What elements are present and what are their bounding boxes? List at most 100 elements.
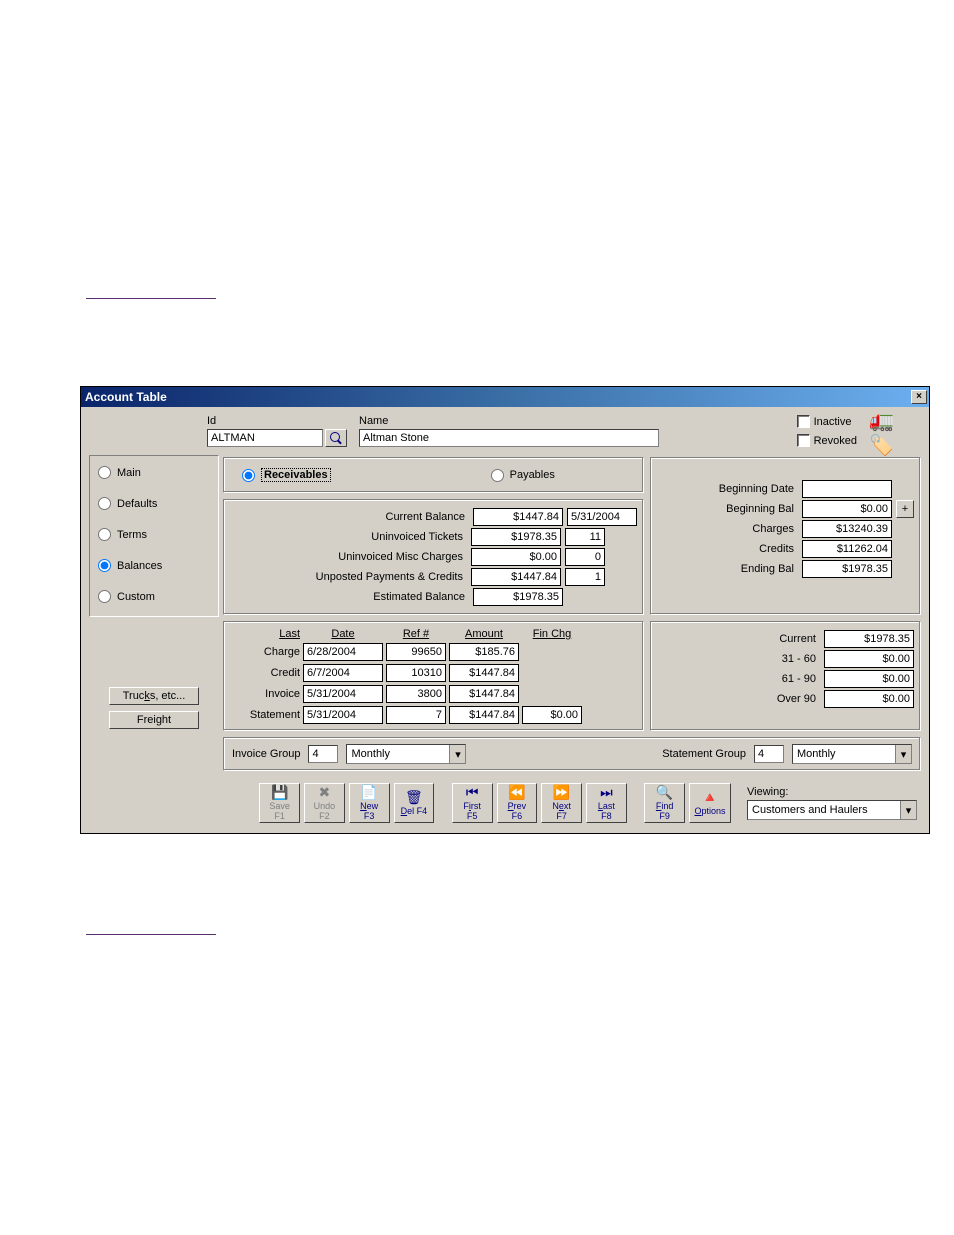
toolbar: 💾Save F1 ✖Undo F2 📄New F3 🗑Del F4 ⏮First… [85, 779, 925, 829]
estimated-label: Estimated Balance [373, 591, 469, 603]
tab-receivables[interactable]: Receivables [242, 468, 331, 482]
id-lookup-button[interactable] [325, 429, 347, 447]
chevron-down-icon: ▾ [895, 745, 911, 763]
uninvoiced-tickets-amount: $1978.35 [471, 528, 561, 546]
account-table-window: Account Table × Id Name [80, 386, 930, 834]
invoice-date: 5/31/2004 [303, 685, 383, 703]
invoice-group-num[interactable] [308, 745, 338, 763]
first-button[interactable]: ⏮First F5 [452, 783, 493, 823]
statement-row-label: Statement [230, 709, 300, 721]
viewing-group: Viewing: Customers and Haulers ▾ [747, 786, 917, 820]
trash-icon: 🗑 [405, 790, 423, 804]
credit-date: 6/7/2004 [303, 664, 383, 682]
next-icon: ⏩ [553, 785, 570, 799]
undo-icon: ✖ [319, 785, 331, 799]
balances-box: Current Balance $1447.84 5/31/2004 Uninv… [223, 499, 644, 615]
aging-box: Current $1978.35 31 - 60 $0.00 61 - 90 $… [650, 621, 921, 731]
last-box: Last Date Ref # Amount Fin Chg Charge 6/… [223, 621, 644, 731]
inactive-checkbox[interactable]: Inactive [797, 415, 857, 428]
viewing-label: Viewing: [747, 786, 917, 798]
main-grid: Main Defaults Terms Balances Custom Rece… [85, 455, 925, 773]
hdr-amount: Amount [449, 628, 519, 640]
charge-row-label: Charge [230, 646, 300, 658]
save-icon: 💾 [271, 785, 288, 799]
checkbox-icon [797, 434, 810, 447]
nav-custom[interactable]: Custom [98, 590, 210, 603]
trucks-button[interactable]: Trucks, etc... [109, 687, 199, 705]
beg-bal-value: $0.00 [802, 500, 892, 518]
current-balance-label: Current Balance [386, 511, 470, 523]
id-column: Id [207, 415, 347, 447]
options-button[interactable]: 🔺Options [689, 783, 731, 823]
name-label: Name [359, 415, 659, 427]
nav-balances[interactable]: Balances [98, 559, 210, 572]
viewing-select[interactable]: Customers and Haulers ▾ [747, 800, 917, 820]
close-button[interactable]: × [911, 390, 927, 404]
current-balance-date: 5/31/2004 [567, 508, 637, 526]
prev-icon: ⏪ [508, 785, 525, 799]
invoice-group-name: Monthly [347, 748, 449, 760]
titlebar: Account Table × [81, 387, 929, 407]
search-icon [329, 431, 343, 445]
beg-bal-label: Beginning Bal [726, 503, 798, 515]
statement-ref: 7 [386, 706, 446, 724]
beg-date-label: Beginning Date [719, 483, 798, 495]
statement-group-label: Statement Group [662, 748, 746, 760]
revoked-checkbox[interactable]: Revoked [797, 434, 857, 447]
beg-date-value [802, 480, 892, 498]
aging-over90-value: $0.00 [824, 690, 914, 708]
save-button[interactable]: 💾Save F1 [259, 783, 300, 823]
undo-button[interactable]: ✖Undo F2 [304, 783, 345, 823]
beg-bal-plus-button[interactable]: + [896, 500, 914, 518]
summary-box: Beginning Date Beginning Bal $0.00 + Cha… [650, 457, 921, 615]
aging-31-label: 31 - 60 [782, 653, 820, 665]
tab-payables[interactable]: Payables [491, 469, 555, 482]
unposted-amount: $1447.84 [471, 568, 561, 586]
nav-terms[interactable]: Terms [98, 528, 210, 541]
new-icon: 📄 [360, 785, 377, 799]
aging-61-label: 61 - 90 [782, 673, 820, 685]
estimated-amount: $1978.35 [473, 588, 563, 606]
aging-61-value: $0.00 [824, 670, 914, 688]
nav-main[interactable]: Main [98, 466, 210, 479]
invoice-amount: $1447.84 [449, 685, 519, 703]
next-button[interactable]: ⏩Next F7 [541, 783, 582, 823]
nav-defaults[interactable]: Defaults [98, 497, 210, 510]
name-column: Name [359, 415, 659, 447]
invoice-row-label: Invoice [230, 688, 300, 700]
chevron-down-icon: ▾ [449, 745, 465, 763]
uninvoiced-tickets-label: Uninvoiced Tickets [371, 531, 467, 543]
window-title: Account Table [85, 390, 911, 404]
statement-group-num[interactable] [754, 745, 784, 763]
statement-date: 5/31/2004 [303, 706, 383, 724]
decorative-rule-top [86, 298, 216, 299]
aging-current-label: Current [779, 633, 820, 645]
aging-over90-label: Over 90 [777, 693, 820, 705]
uninvoiced-misc-count: 0 [565, 548, 605, 566]
credits-value: $11262.04 [802, 540, 892, 558]
charge-date: 6/28/2004 [303, 643, 383, 661]
delete-button[interactable]: 🗑Del F4 [394, 783, 435, 823]
uninvoiced-misc-label: Uninvoiced Misc Charges [338, 551, 467, 563]
statement-group-select[interactable]: Monthly ▾ [792, 744, 912, 764]
aging-current-value: $1978.35 [824, 630, 914, 648]
freight-button[interactable]: Freight [109, 711, 199, 729]
last-button[interactable]: ⏭Last F8 [586, 783, 627, 823]
charges-label: Charges [752, 523, 798, 535]
id-label: Id [207, 415, 347, 427]
ending-bal-value: $1978.35 [802, 560, 892, 578]
prev-button[interactable]: ⏪Prev F6 [497, 783, 538, 823]
id-input[interactable] [207, 429, 323, 447]
find-icon: 🔍 [656, 785, 673, 799]
first-icon: ⏮ [466, 785, 479, 799]
truck-icon: 🚛🏷️ [869, 419, 917, 447]
invoice-group-select[interactable]: Monthly ▾ [346, 744, 466, 764]
uninvoiced-tickets-count: 11 [565, 528, 605, 546]
new-button[interactable]: 📄New F3 [349, 783, 390, 823]
invoice-group-label: Invoice Group [232, 748, 300, 760]
aging-31-value: $0.00 [824, 650, 914, 668]
credits-label: Credits [759, 543, 798, 555]
name-input[interactable] [359, 429, 659, 447]
hdr-date: Date [303, 628, 383, 640]
find-button[interactable]: 🔍Find F9 [644, 783, 685, 823]
